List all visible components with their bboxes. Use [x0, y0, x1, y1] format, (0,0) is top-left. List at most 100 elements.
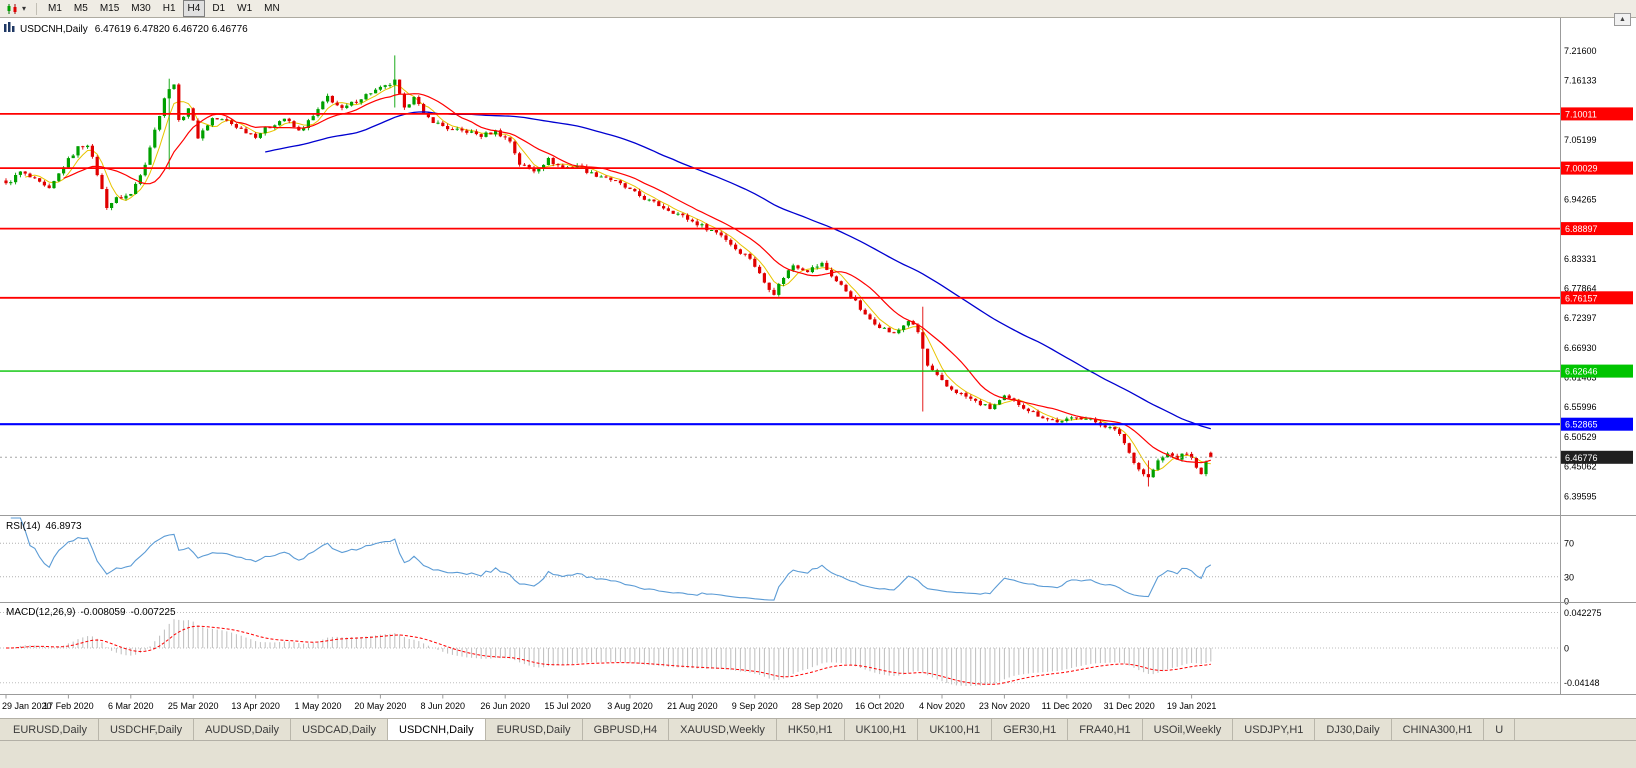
- level-price-tag: [1561, 107, 1633, 121]
- time-axis-label: 29 Jan 2020: [2, 701, 52, 711]
- symbol-tab-usdcad-daily[interactable]: USDCAD,Daily: [291, 719, 389, 740]
- macd-axis-label: -0.04148: [1564, 678, 1600, 688]
- macd-title-value-2: -0.007225: [131, 607, 176, 618]
- chart-scroll-up-button[interactable]: ▲: [1614, 13, 1631, 26]
- time-axis-label: 25 Mar 2020: [168, 701, 219, 711]
- symbol-tab-u[interactable]: U: [1484, 719, 1516, 740]
- time-axis-label: 8 Jun 2020: [421, 701, 466, 711]
- time-axis-label: 17 Feb 2020: [43, 701, 94, 711]
- price-axis-label: 7.16133: [1564, 76, 1597, 86]
- time-axis-label: 6 Mar 2020: [108, 701, 154, 711]
- time-axis-label: 19 Jan 2021: [1167, 701, 1217, 711]
- macd-title-name: MACD(12,26,9): [6, 607, 75, 618]
- time-axis-label: 31 Dec 2020: [1104, 701, 1155, 711]
- timeframe-button-m30[interactable]: M30: [131, 3, 151, 14]
- symbol-tab-uk100-h1[interactable]: UK100,H1: [918, 719, 993, 740]
- price-axis-label: 6.72397: [1564, 313, 1597, 323]
- symbol-tab-xauusd-weekly[interactable]: XAUUSD,Weekly: [669, 719, 777, 740]
- rsi-axis-label: 30: [1564, 572, 1574, 582]
- time-axis-label: 11 Dec 2020: [1042, 701, 1092, 711]
- chart-symbol-period: USDCNH,Daily: [20, 24, 88, 35]
- rsi-axis-label: 70: [1564, 539, 1574, 549]
- symbol-tab-hk50-h1[interactable]: HK50,H1: [776, 719, 845, 740]
- chart-title: USDCNH,Daily 6.47619 6.47820 6.46720 6.46…: [20, 24, 248, 35]
- time-axis-label: 23 Nov 2020: [979, 701, 1030, 711]
- timeframe-button-mn[interactable]: MN: [264, 3, 280, 14]
- symbol-tab-fra40-h1[interactable]: FRA40,H1: [1068, 719, 1143, 740]
- macd-signal-line: [6, 625, 1211, 685]
- rsi-indicator-panel: 70 30 0 RSI(14) 46.8973: [0, 517, 1574, 607]
- level-price-tag: [1561, 417, 1633, 431]
- price-axis-label: 6.50529: [1564, 432, 1597, 442]
- rsi-line: [10, 517, 1212, 601]
- level-price-tag-label: 6.52865: [1565, 420, 1598, 430]
- time-axis-label: 26 Jun 2020: [480, 701, 530, 711]
- moving-average-lines: [63, 93, 1211, 464]
- rsi-title-name: RSI(14): [6, 521, 40, 532]
- symbol-tab-dj30-daily[interactable]: DJ30,Daily: [1315, 719, 1392, 740]
- price-axis-label: 6.94265: [1564, 194, 1597, 204]
- level-price-tag: [1561, 364, 1633, 378]
- panel-dividers: [0, 18, 1636, 695]
- level-price-tag-label: 6.62646: [1565, 367, 1598, 377]
- chart-ohlc-values: 6.47619 6.47820 6.46720 6.46776: [95, 24, 248, 35]
- ma-fastest-line: [25, 84, 1211, 472]
- timeframe-button-h1[interactable]: H1: [162, 3, 176, 14]
- timeframe-button-h4[interactable]: H4: [182, 0, 206, 17]
- price-axis-label: 6.83331: [1564, 254, 1597, 264]
- price-axis-label: 6.55996: [1564, 402, 1597, 412]
- timeframe-button-m5[interactable]: M5: [73, 3, 88, 14]
- timeframe-button-m1[interactable]: M1: [48, 3, 62, 14]
- symbol-tab-china300-h1[interactable]: CHINA300,H1: [1391, 719, 1485, 740]
- rsi-title-value: 46.8973: [45, 521, 82, 532]
- chart-tabs-bar: EURUSD,Daily USDCHF,Daily AUDUSD,Daily USDC…: [0, 718, 1636, 768]
- level-price-tag: [1561, 161, 1633, 175]
- time-axis-label: 9 Sep 2020: [732, 701, 778, 711]
- symbol-tab-eurusd-daily[interactable]: EURUSD,Daily: [2, 719, 99, 740]
- time-axis-label: 16 Oct 2020: [855, 701, 904, 711]
- level-price-tag: [1561, 291, 1633, 305]
- symbol-tab-gbpusd-h4[interactable]: GBPUSD,H4: [582, 719, 670, 740]
- macd-title-value-1: -0.008059: [80, 607, 125, 618]
- chevron-down-icon: ▾: [22, 4, 27, 13]
- level-price-tag-label: 6.88897: [1565, 224, 1598, 234]
- candlestick-series: [4, 55, 1213, 487]
- current-price-tag: [1561, 450, 1633, 464]
- time-axis-label: 15 Jul 2020: [544, 701, 591, 711]
- symbol-tab-eurusd-daily[interactable]: EURUSD,Daily: [485, 719, 583, 740]
- symbol-tab-uk100-h1[interactable]: UK100,H1: [844, 719, 919, 740]
- symbol-tab-ger30-h1[interactable]: GER30,H1: [992, 719, 1069, 740]
- chart-type-button[interactable]: ▾: [3, 1, 29, 16]
- up-arrow-icon: ▲: [1619, 16, 1626, 23]
- symbol-tab-usdjpy-h1[interactable]: USDJPY,H1: [1233, 719, 1316, 740]
- timeframe-button-m15[interactable]: M15: [99, 3, 120, 14]
- rsi-title: RSI(14) 46.8973: [6, 521, 82, 532]
- time-axis-label: 1 May 2020: [294, 701, 341, 711]
- macd-axis-label: 0.042275: [1564, 608, 1602, 618]
- mini-chart-icon: [4, 24, 7, 32]
- symbol-tab-usdcnh-daily[interactable]: USDCNH,Daily: [388, 719, 486, 740]
- price-axis-label: 7.21600: [1564, 46, 1597, 56]
- timeframe-button-d1[interactable]: D1: [212, 3, 226, 14]
- chart-title-overlay: USDCNH,Daily 6.47619 6.47820 6.46720 6.46…: [4, 22, 248, 35]
- chart-canvas[interactable]: 7.21600 7.16133 7.05199 6.94265 6.83331 6.778…: [0, 18, 1636, 718]
- price-axis-label: 7.05199: [1564, 135, 1597, 145]
- price-axis-label: 6.39595: [1564, 491, 1597, 501]
- time-axis-label: 21 Aug 2020: [667, 701, 718, 711]
- chart-tabs-row: EURUSD,Daily USDCHF,Daily AUDUSD,Daily USDC…: [0, 719, 1636, 741]
- price-tags: 7.10011 7.00029 6.88897 6.76157 6.62646 6.528…: [1561, 107, 1633, 464]
- macd-indicator-panel: 0.042275 0 -0.04148 MACD(12,26,9) -0.008059-…: [0, 607, 1602, 688]
- symbol-tab-audusd-daily[interactable]: AUDUSD,Daily: [194, 719, 292, 740]
- timeframe-toolbar: ▾ M1 M5 M15 M30 H1 H4 D1 W1 MN: [0, 0, 1636, 18]
- timeframe-button-w1[interactable]: W1: [237, 3, 253, 14]
- level-price-tag-label: 7.00029: [1565, 164, 1598, 174]
- price-axis-label: 6.66930: [1564, 343, 1597, 353]
- symbol-tab-usoil-weekly[interactable]: USOil,Weekly: [1142, 719, 1234, 740]
- level-price-tag-label: 6.76157: [1565, 293, 1598, 303]
- symbol-tab-usdchf-daily[interactable]: USDCHF,Daily: [98, 719, 195, 740]
- timeframe-buttons-group: M1 M5 M15 M30 H1 H4 D1 W1 MN: [42, 0, 286, 17]
- rsi-axis-label: 0: [1564, 597, 1569, 607]
- price-axis-label: 6.77864: [1564, 284, 1597, 294]
